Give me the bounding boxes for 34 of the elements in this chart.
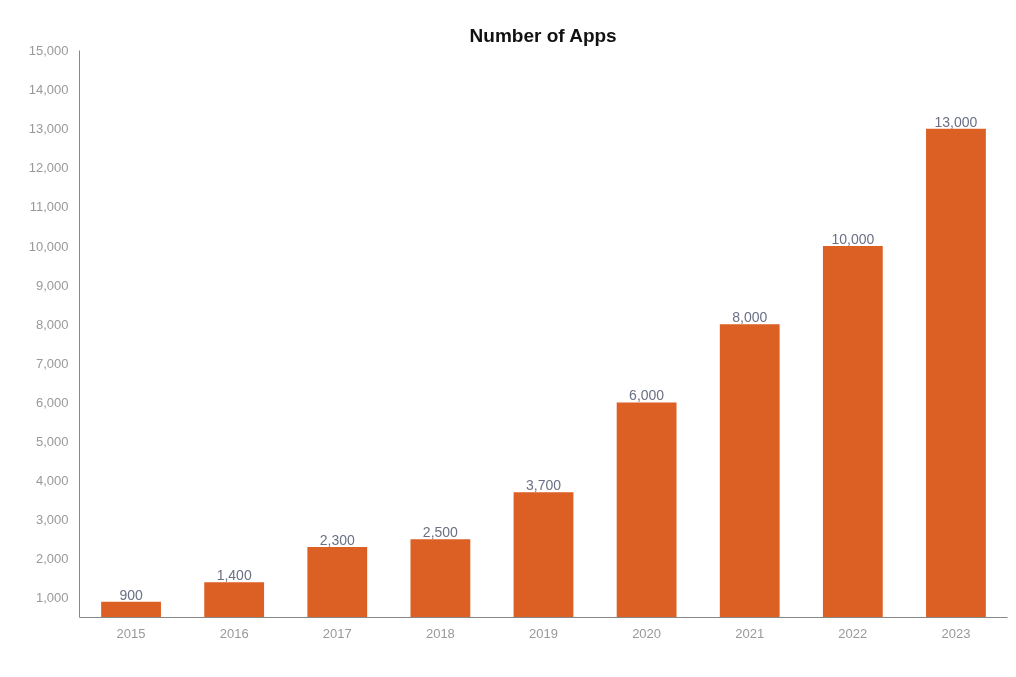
- data-label: 2,500: [422, 524, 459, 541]
- y-tick-label: 2,000: [35, 551, 69, 567]
- x-tick-label: 2023: [941, 625, 971, 641]
- y-tick-label: 8,000: [35, 316, 69, 332]
- x-tick-label: 2020: [632, 625, 662, 641]
- x-tick-label: 2016: [219, 625, 249, 641]
- y-tick-label: 11,000: [29, 199, 69, 215]
- y-tick-label: 9,000: [35, 277, 69, 293]
- data-label: 8,000: [732, 309, 768, 326]
- chart-title: Number of Apps: [469, 24, 617, 46]
- y-tick-label: 4,000: [35, 473, 69, 489]
- data-label: 10,000: [831, 231, 875, 248]
- y-tick-label: 13,000: [28, 121, 69, 137]
- data-label: 13,000: [934, 113, 978, 130]
- y-tick-label: 15,000: [28, 43, 69, 58]
- x-tick-label: 2021: [735, 625, 765, 641]
- data-label: 900: [119, 586, 143, 603]
- data-label: 3,700: [525, 477, 562, 494]
- x-tick-label: 2017: [322, 625, 352, 641]
- x-tick-label: 2018: [425, 625, 455, 641]
- x-tick-label: 2022: [838, 625, 868, 641]
- y-tick-label: 6,000: [35, 394, 69, 410]
- data-label: 2,300: [319, 532, 356, 549]
- y-tick-label: 10,000: [28, 238, 69, 254]
- data-label: 6,000: [629, 387, 665, 404]
- y-tick-label: 3,000: [35, 512, 69, 528]
- y-tick-label: 1,000: [35, 590, 69, 606]
- y-tick-label: 7,000: [35, 355, 69, 371]
- x-tick-label: 2015: [116, 625, 146, 641]
- data-label: 1,400: [216, 567, 252, 584]
- x-tick-label: 2019: [529, 625, 558, 641]
- y-tick-label: 12,000: [28, 160, 69, 176]
- y-tick-label: 14,000: [28, 82, 69, 98]
- y-tick-label: 5,000: [35, 434, 69, 450]
